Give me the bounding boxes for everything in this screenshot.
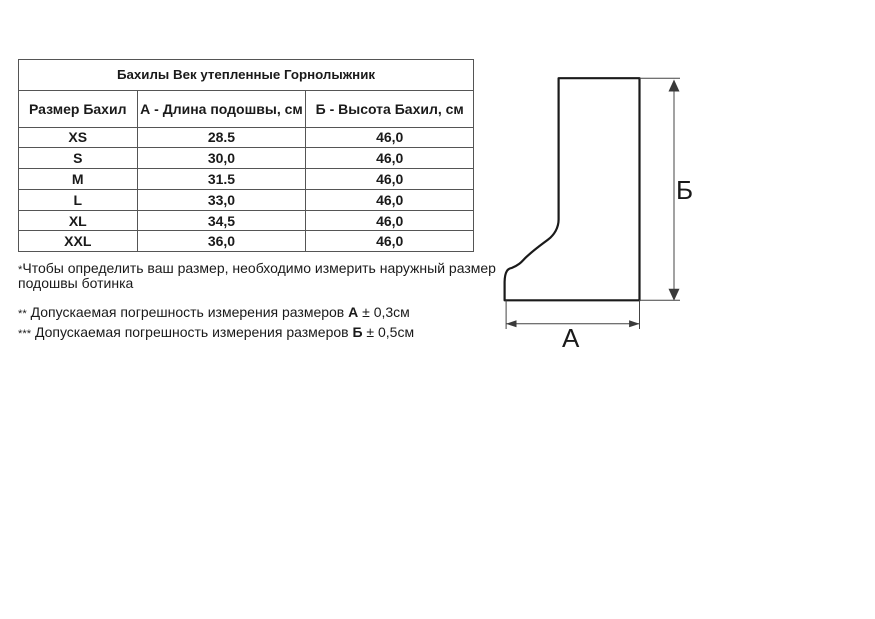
svg-text:А: А <box>562 323 580 353</box>
svg-text:Б: Б <box>676 175 693 205</box>
